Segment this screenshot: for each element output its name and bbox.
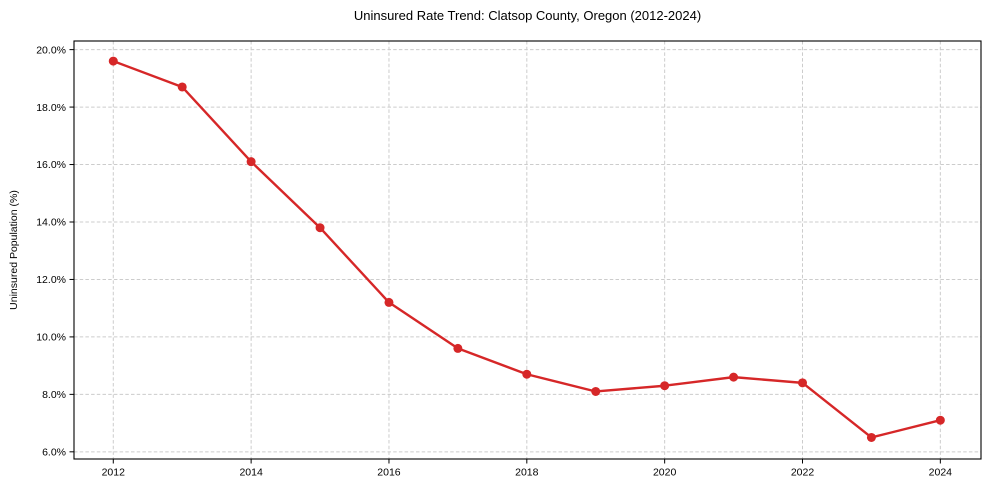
data-point [660, 381, 670, 391]
data-point [315, 223, 325, 233]
chart-title: Uninsured Rate Trend: Clatsop County, Or… [353, 8, 702, 23]
data-point [384, 297, 394, 307]
data-point [246, 157, 256, 167]
data-point [729, 372, 739, 382]
data-point [591, 386, 601, 396]
x-tick-label: 2020 [653, 467, 677, 479]
data-point [935, 415, 945, 425]
data-point [866, 432, 876, 442]
data-point [522, 369, 532, 379]
data-point [797, 378, 807, 388]
data-point [177, 82, 187, 92]
y-tick-label: 16.0% [36, 159, 66, 171]
y-tick-label: 18.0% [36, 102, 66, 114]
x-tick-label: 2014 [239, 467, 263, 479]
x-tick-label: 2024 [929, 467, 953, 479]
data-point [453, 343, 463, 353]
y-tick-label: 6.0% [42, 447, 66, 459]
y-tick-label: 10.0% [36, 332, 66, 344]
y-tick-label: 8.0% [42, 389, 66, 401]
y-tick-label: 14.0% [36, 217, 66, 229]
x-tick-label: 2012 [102, 467, 126, 479]
x-tick-label: 2018 [515, 467, 539, 479]
data-point [108, 56, 118, 66]
x-tick-label: 2022 [791, 467, 815, 479]
y-tick-label: 12.0% [36, 274, 66, 286]
plot-border [73, 40, 982, 460]
y-tick-label: 20.0% [36, 44, 66, 56]
x-tick-label: 2016 [377, 467, 401, 479]
